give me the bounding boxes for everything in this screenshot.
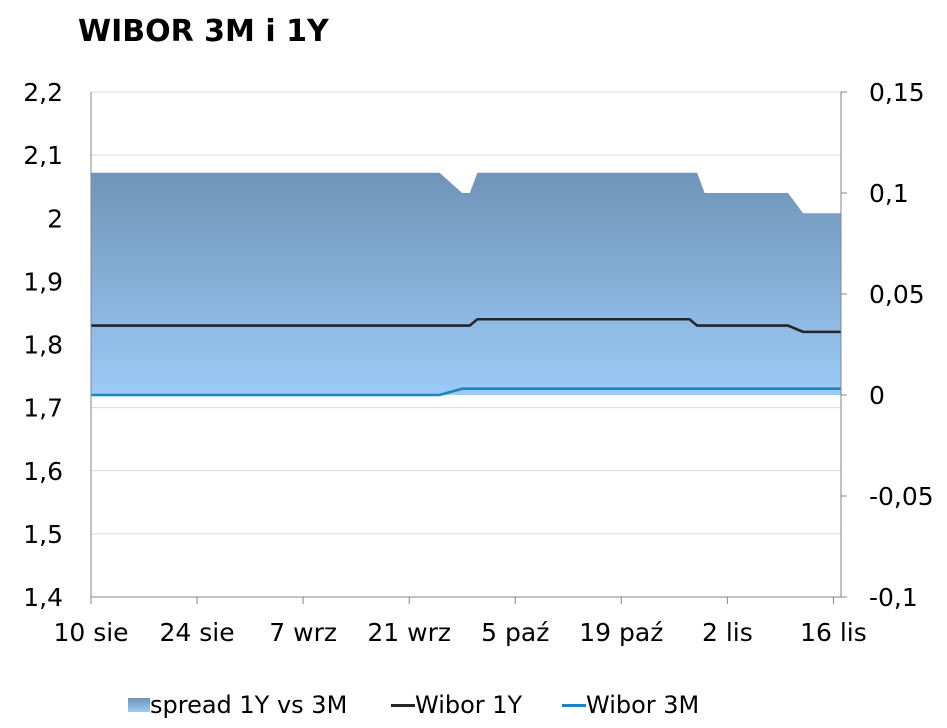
y-left-tick-label: 1,6 <box>23 457 63 486</box>
legend: spread 1Y vs 3M Wibor 1Y Wibor 3M <box>0 688 947 722</box>
y-right-tick-label: 0 <box>869 381 885 410</box>
x-tick-label: 16 lis <box>800 618 867 647</box>
legend-label-spread: spread 1Y vs 3M <box>150 691 348 719</box>
y-left-tick-label: 1,5 <box>23 520 63 549</box>
chart-title: WIBOR 3M i 1Y <box>78 14 329 49</box>
y-left-tick-label: 2 <box>47 204 63 233</box>
x-tick-label: 7 wrz <box>269 618 337 647</box>
y-left-tick-label: 1,9 <box>23 267 63 296</box>
y-right-tick-label: -0,1 <box>869 583 918 612</box>
y-left-tick-label: 2,2 <box>23 78 63 107</box>
legend-item-wibor-1y: Wibor 1Y <box>391 688 522 722</box>
x-tick-label: 10 sie <box>53 618 128 647</box>
y-right-tick-label: -0,05 <box>869 482 934 511</box>
y-right-tick-label: 0,1 <box>869 179 909 208</box>
chart-plot: 1,4 1,5 1,6 1,7 1,8 1,9 2 2,1 2,2 -0,1 -0,05 0 0,05 0… <box>23 78 934 647</box>
x-tick-label: 2 lis <box>702 618 753 647</box>
legend-item-spread: spread 1Y vs 3M <box>128 688 347 722</box>
legend-swatch-spread <box>128 698 150 712</box>
y-right-tick-label: 0,05 <box>869 280 925 309</box>
x-tick-label: 5 paź <box>481 618 549 647</box>
legend-label-wibor-1y: Wibor 1Y <box>415 691 523 719</box>
x-tick-label: 21 wrz <box>367 618 451 647</box>
legend-item-wibor-3m: Wibor 3M <box>562 688 699 722</box>
series-line-wibor-1y <box>91 317 841 334</box>
y-left-tick-label: 1,4 <box>23 583 63 612</box>
legend-label-wibor-3m: Wibor 3M <box>586 691 700 719</box>
y-left-tick-label: 1,7 <box>23 394 63 423</box>
legend-swatch-wibor-3m <box>562 703 586 707</box>
series-area-spread <box>91 172 841 395</box>
series-line-wibor-3m <box>91 387 841 397</box>
x-tick-label: 24 sie <box>159 618 234 647</box>
legend-swatch-wibor-1y <box>391 703 415 707</box>
x-tick-label: 19 paź <box>579 618 663 647</box>
y-right-tick-label: 0,15 <box>869 78 925 107</box>
y-left-tick-label: 1,8 <box>23 331 63 360</box>
y-left-tick-label: 2,1 <box>23 141 63 170</box>
